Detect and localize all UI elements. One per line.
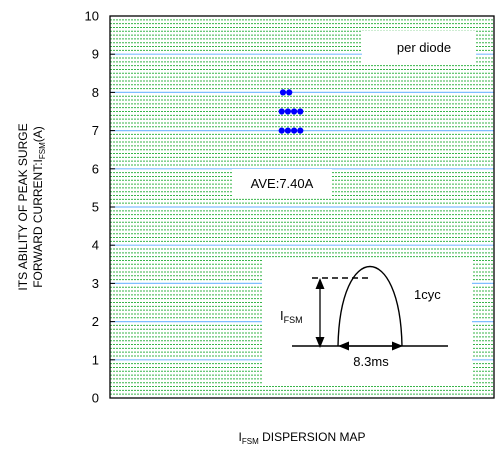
x-axis-title-main: I — [239, 430, 242, 444]
legend-text: per diode — [397, 40, 451, 55]
data-point — [291, 108, 298, 115]
y-tick-label: 3 — [92, 276, 99, 291]
y-axis-title-line2-sub: FSM — [38, 142, 47, 159]
amplitude-arrow-down-head — [315, 337, 325, 348]
y-axis-title-line2: FORWARD CURRENT:IFSM(A) — [31, 126, 47, 288]
data-points — [278, 89, 304, 134]
data-point — [297, 127, 304, 134]
x-axis-title-sub: FSM — [242, 437, 259, 446]
x-axis-title: IFSM DISPERSION MAP — [239, 430, 366, 446]
amplitude-label-main: I — [280, 308, 284, 323]
y-axis-title-line2-main: FORWARD CURRENT:I — [31, 159, 45, 288]
x-axis-title-rest: DISPERSION MAP — [259, 430, 366, 444]
y-axis-title-line1: ITS ABILITY OF PEAK SURGE — [16, 123, 30, 290]
inset-background — [262, 259, 472, 385]
y-axis-ticks: 0 1 2 3 4 5 6 7 8 9 10 — [85, 9, 115, 406]
data-point — [297, 108, 304, 115]
cycle-label: 1cyc — [414, 287, 441, 302]
y-tick-label: 1 — [92, 352, 99, 367]
duration-label: 8.3ms — [353, 354, 389, 369]
y-axis-title-line2-rest: (A) — [31, 126, 45, 142]
waveform-half-sine — [337, 266, 403, 347]
data-point — [291, 127, 298, 134]
y-tick-label: 9 — [92, 47, 99, 62]
y-tick-label: 6 — [92, 161, 99, 176]
y-tick-label: 10 — [85, 9, 99, 24]
data-point — [279, 89, 287, 96]
data-point — [284, 127, 291, 134]
y-tick-label: 2 — [92, 314, 99, 329]
y-tick-label: 5 — [92, 200, 99, 215]
data-point — [284, 108, 291, 115]
amplitude-label: IFSM — [280, 308, 303, 325]
y-tick-label: 8 — [92, 85, 99, 100]
average-label: AVE:7.40A — [251, 176, 314, 191]
average-label-box: AVE:7.40A — [232, 169, 332, 198]
data-point — [286, 89, 293, 96]
amplitude-label-sub: FSM — [284, 315, 303, 325]
y-tick-label: 4 — [92, 238, 99, 253]
y-tick-label: 7 — [92, 123, 99, 138]
y-axis-title: ITS ABILITY OF PEAK SURGE FORWARD CURREN… — [16, 123, 47, 290]
y-tick-label: 0 — [92, 391, 99, 406]
legend-box: per diode — [362, 31, 476, 63]
data-point — [278, 127, 285, 134]
amplitude-arrow-up-head — [315, 278, 325, 289]
duration-arrow-right-head — [392, 341, 403, 351]
inset-waveform: IFSM 1cyc 8.3ms — [262, 259, 472, 385]
data-point — [278, 108, 285, 115]
duration-arrow-left-head — [338, 341, 349, 351]
